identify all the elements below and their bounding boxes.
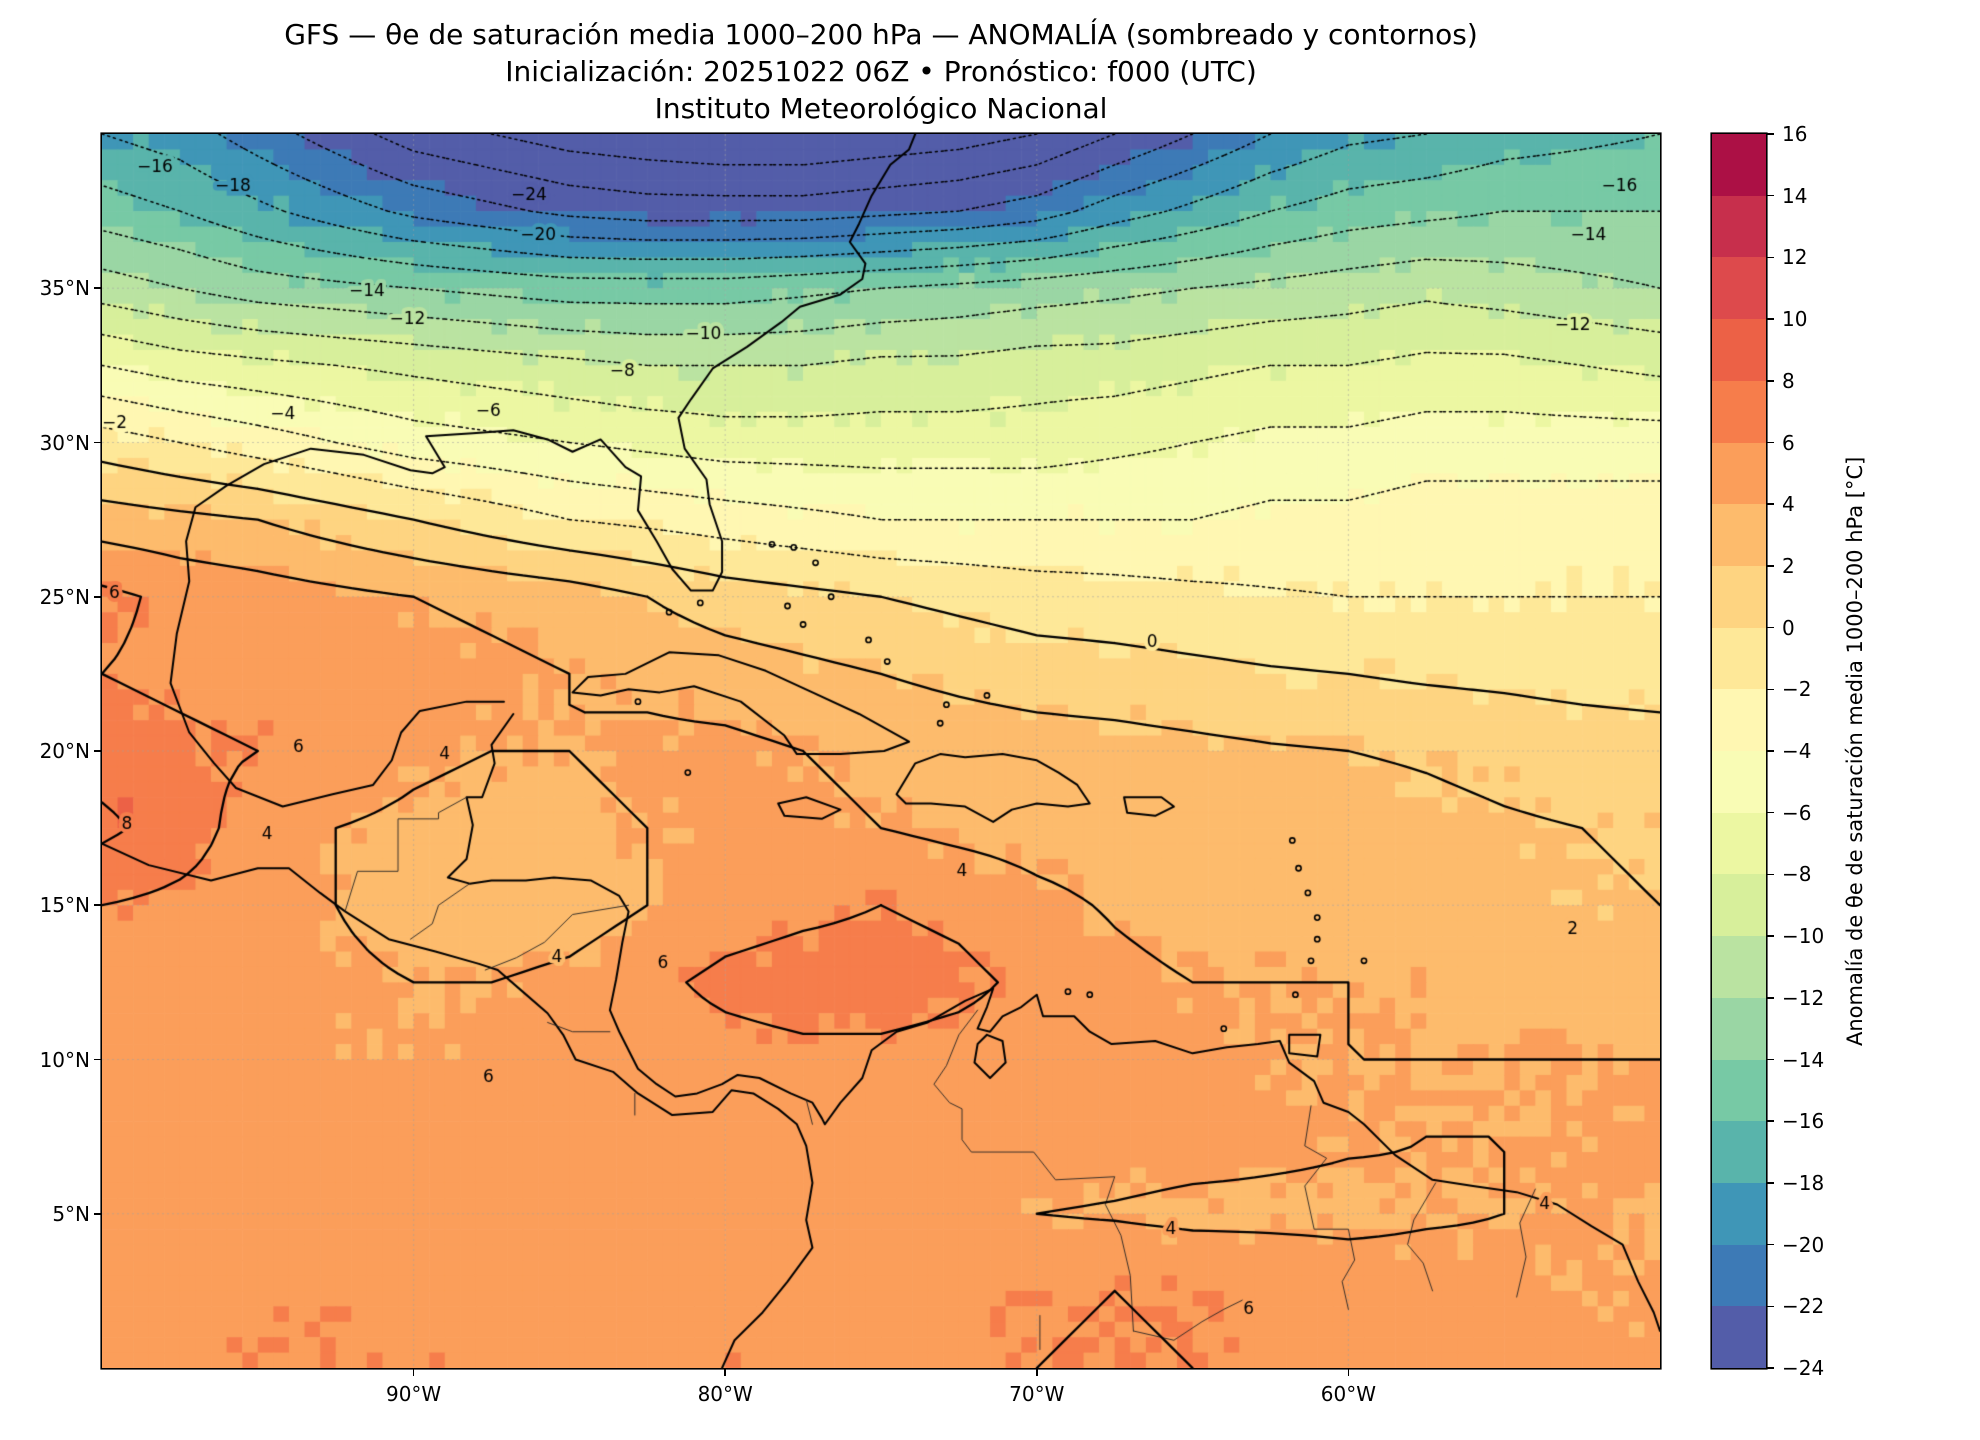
colorbar-tick-label: −2 — [1782, 677, 1812, 702]
colorbar-segment — [1712, 257, 1766, 320]
colorbar-segment — [1712, 1244, 1766, 1307]
map-plot — [102, 134, 1660, 1368]
colorbar-tick-mark — [1766, 750, 1774, 752]
colorbar-segment — [1712, 1182, 1766, 1245]
colorbar-tick-label: −6 — [1782, 800, 1812, 825]
y-tick-label: 35°N — [39, 276, 90, 301]
colorbar-tick-mark — [1766, 873, 1774, 876]
chart-title-line1: GFS — θe de saturación media 1000–200 hP… — [284, 18, 1478, 51]
map-canvas — [102, 134, 1660, 1368]
colorbar-tick-mark — [1766, 1367, 1774, 1369]
y-tick-label: 10°N — [39, 1047, 90, 1072]
colorbar-segment — [1712, 1306, 1766, 1369]
chart-title: GFS — θe de saturación media 1000–200 hP… — [102, 16, 1660, 127]
colorbar-label: Anomalía de θe de saturación media 1000–… — [1843, 456, 1867, 1046]
x-tick-mark — [724, 1368, 726, 1376]
colorbar-tick-label: −20 — [1782, 1232, 1825, 1257]
chart-title-line2: Inicialización: 20251022 06Z • Pronóstic… — [505, 55, 1257, 88]
colorbar-tick-mark — [1766, 565, 1774, 567]
colorbar-segment — [1712, 195, 1766, 258]
colorbar-tick-label: −4 — [1782, 739, 1812, 763]
x-tick-mark — [1347, 1368, 1350, 1376]
colorbar-segment — [1712, 1121, 1766, 1183]
colorbar-tick-mark — [1766, 1305, 1774, 1308]
colorbar-tick-mark — [1766, 688, 1774, 691]
colorbar-segment — [1712, 134, 1766, 196]
x-tick-label: 70°W — [1009, 1382, 1065, 1406]
colorbar-tick-mark — [1766, 503, 1774, 505]
colorbar-tick-mark — [1766, 1182, 1774, 1184]
y-tick-mark — [94, 595, 102, 598]
y-tick-label: 25°N — [39, 584, 90, 609]
colorbar-tick-mark — [1766, 1120, 1774, 1122]
colorbar-tick-mark — [1766, 441, 1774, 444]
y-tick-label: 5°N — [52, 1201, 90, 1226]
colorbar-tick-mark — [1766, 1058, 1774, 1061]
y-tick-label: 30°N — [39, 430, 90, 455]
colorbar-tick-label: −10 — [1782, 924, 1825, 949]
colorbar-tick-mark — [1766, 380, 1774, 382]
colorbar-tick-label: 16 — [1782, 122, 1808, 146]
x-tick-label: 90°W — [385, 1382, 442, 1406]
colorbar-tick-label: 0 — [1782, 615, 1795, 640]
y-tick-mark — [94, 1212, 102, 1215]
colorbar-segment — [1712, 751, 1766, 813]
colorbar-tick-label: −12 — [1782, 985, 1825, 1010]
y-tick-mark — [94, 1058, 102, 1061]
colorbar-tick-label: 4 — [1782, 492, 1795, 517]
colorbar-tick-mark — [1766, 935, 1774, 937]
colorbar-segment — [1712, 689, 1766, 752]
colorbar-tick-mark — [1766, 1243, 1774, 1246]
colorbar-tick-label: −18 — [1782, 1170, 1825, 1195]
colorbar-tick-mark — [1766, 194, 1774, 197]
colorbar-tick-label: −22 — [1782, 1294, 1825, 1319]
y-tick-label: 20°N — [39, 739, 90, 763]
colorbar-tick-mark — [1766, 626, 1774, 629]
colorbar-tick-label: −24 — [1782, 1356, 1825, 1380]
colorbar-tick-label: 14 — [1782, 183, 1808, 208]
colorbar-segment — [1712, 319, 1766, 381]
y-tick-label: 15°N — [39, 893, 90, 918]
colorbar-tick-mark — [1766, 997, 1774, 999]
x-tick-label: 80°W — [697, 1382, 753, 1406]
colorbar — [1712, 134, 1766, 1369]
colorbar-segment — [1712, 504, 1766, 566]
colorbar-segment — [1712, 565, 1766, 628]
colorbar-tick-mark — [1766, 318, 1774, 320]
colorbar-segment — [1712, 380, 1766, 443]
colorbar-tick-label: 10 — [1782, 307, 1808, 332]
y-tick-mark — [94, 441, 102, 444]
colorbar-tick-label: −14 — [1782, 1047, 1825, 1072]
colorbar-tick-label: −8 — [1782, 862, 1812, 887]
colorbar-segment — [1712, 997, 1766, 1060]
colorbar-segment — [1712, 1059, 1766, 1122]
colorbar-tick-label: −16 — [1782, 1109, 1825, 1134]
colorbar-tick-label: 2 — [1782, 553, 1795, 578]
colorbar-tick-mark — [1766, 256, 1774, 259]
y-tick-mark — [94, 904, 102, 907]
colorbar-segment — [1712, 442, 1766, 505]
y-tick-mark — [94, 287, 102, 290]
colorbar-tick-mark — [1766, 133, 1774, 135]
colorbar-tick-label: 12 — [1782, 245, 1808, 270]
chart-title-line3: Instituto Meteorológico Nacional — [654, 92, 1108, 125]
y-tick-mark — [94, 750, 102, 752]
x-tick-mark — [412, 1368, 415, 1376]
colorbar-segment — [1712, 936, 1766, 998]
colorbar-tick-label: 6 — [1782, 430, 1795, 455]
colorbar-tick-mark — [1766, 811, 1774, 814]
colorbar-segment — [1712, 812, 1766, 875]
colorbar-segment — [1712, 627, 1766, 690]
x-tick-label: 60°W — [1320, 1382, 1377, 1406]
colorbar-tick-label: 8 — [1782, 368, 1795, 393]
x-tick-mark — [1036, 1368, 1038, 1376]
colorbar-segment — [1712, 874, 1766, 937]
